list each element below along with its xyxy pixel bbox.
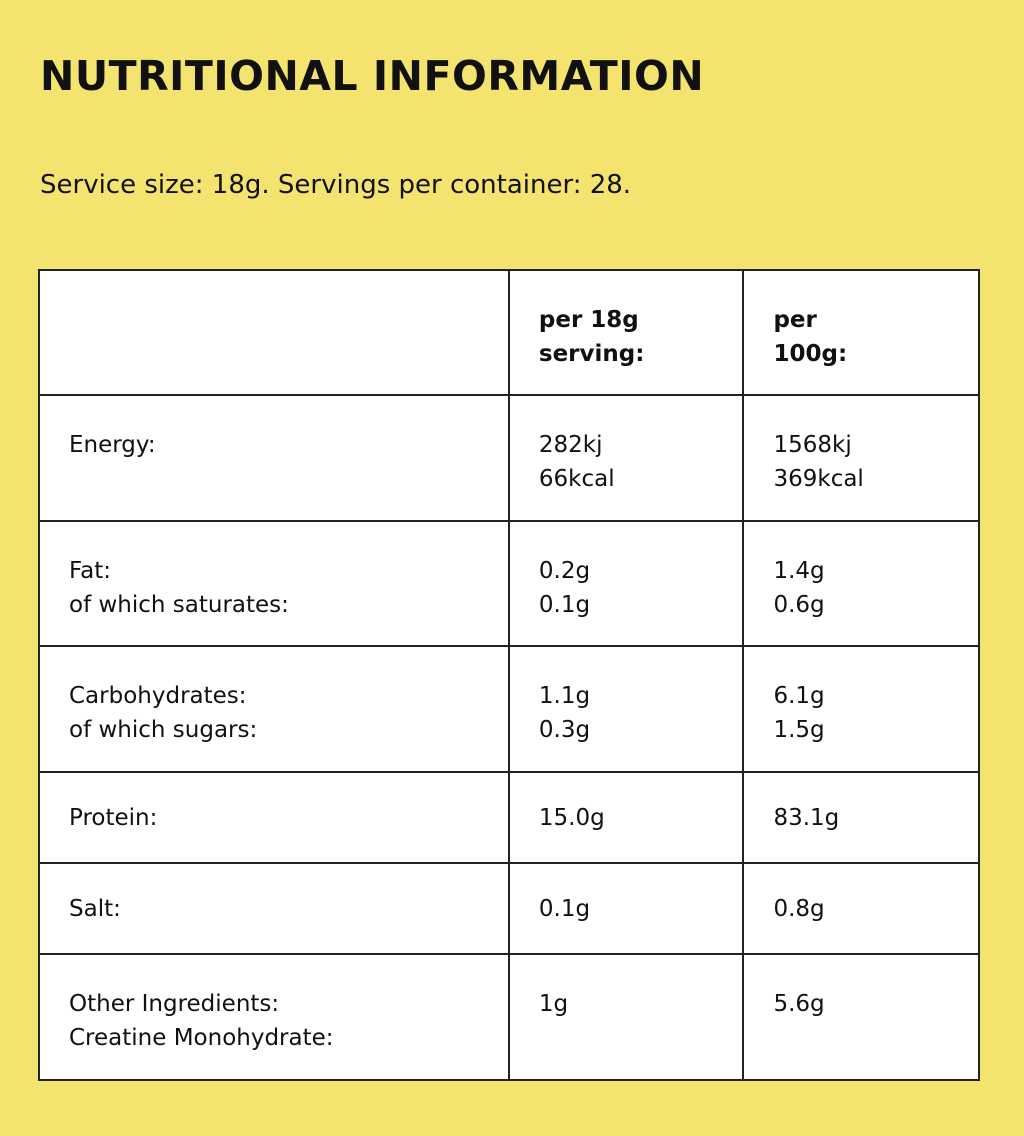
table-row: Energy: 282kj 66kcal 1568kj 369kcal: [38, 394, 980, 522]
value: 15.0g: [538, 804, 605, 831]
value-cell: 83.1g: [742, 771, 980, 864]
nutrition-table: per 18g serving: per 100g: Energy: 282kj 66k…: [38, 269, 980, 1081]
value-cell: 282kj 66kcal: [507, 394, 745, 522]
value: 1568kj: [773, 432, 852, 458]
nutrient-label: Other Ingredients:: [69, 991, 280, 1017]
value: 83.1g: [773, 804, 840, 831]
nutrient-label: Energy:: [69, 432, 156, 458]
title: NUTRITIONAL INFORMATION: [40, 52, 705, 100]
nutrient-label: Salt:: [69, 895, 121, 922]
nutrient-label: of which sugars:: [69, 717, 258, 743]
value: 0.3g: [538, 717, 591, 743]
value: 282kj: [538, 432, 603, 458]
value-cell: 1.4g 0.6g: [742, 520, 980, 647]
value: 1.5g: [773, 717, 825, 743]
value: 5.6g: [773, 991, 825, 1017]
header-row: per 18g serving: per 100g:: [38, 269, 980, 396]
value: 0.8g: [773, 895, 825, 922]
value: 1.4g: [773, 558, 825, 584]
label-cell: Energy:: [38, 394, 510, 522]
value-cell: 0.8g: [742, 862, 980, 955]
value-cell: 5.6g: [742, 953, 980, 1081]
value-cell: 6.1g 1.5g: [742, 645, 980, 773]
value: 6.1g: [773, 683, 825, 709]
value-cell: 15.0g: [507, 771, 745, 864]
subtitle: Service size: 18g. Servings per containe…: [40, 170, 632, 200]
nutrient-label: Fat:: [69, 558, 111, 584]
nutrient-label: Creatine Monohydrate:: [69, 1025, 334, 1051]
header-cell: per 100g:: [742, 269, 980, 396]
value: 0.1g: [538, 592, 591, 618]
value-cell: 1568kj 369kcal: [742, 394, 980, 522]
value: 1g: [538, 991, 569, 1017]
header-cell: [38, 269, 510, 396]
value-cell: 0.2g 0.1g: [507, 520, 745, 647]
value: 1.1g: [538, 683, 591, 709]
nutrient-label: Protein:: [69, 804, 158, 831]
label-cell: Protein:: [38, 771, 510, 864]
column-heading: per 100g:: [773, 307, 848, 367]
label-cell: Salt:: [38, 862, 510, 955]
value: 0.2g: [538, 558, 591, 584]
value-cell: 1g: [507, 953, 745, 1081]
table-row: Other Ingredients: Creatine Monohydrate: 1…: [38, 953, 980, 1081]
header-cell: per 18g serving:: [507, 269, 745, 396]
table-row: Protein: 15.0g 83.1g: [38, 771, 980, 864]
table-row: Salt: 0.1g 0.8g: [38, 862, 980, 955]
value-cell: 0.1g: [507, 862, 745, 955]
value: 66kcal: [538, 466, 615, 492]
label-cell: Carbohydrates: of which sugars:: [38, 645, 510, 773]
label-cell: Fat: of which saturates:: [38, 520, 510, 647]
table-row: Fat: of which saturates: 0.2g 0.1g 1.4g 0.6g: [38, 520, 980, 647]
value: 0.1g: [538, 895, 591, 922]
nutrient-label: of which saturates:: [69, 592, 289, 618]
value: 369kcal: [773, 466, 864, 492]
column-heading: per 18g serving:: [538, 307, 645, 367]
value-cell: 1.1g 0.3g: [507, 645, 745, 773]
table-row: Carbohydrates: of which sugars: 1.1g 0.3g 6.…: [38, 645, 980, 773]
label-cell: Other Ingredients: Creatine Monohydrate:: [38, 953, 510, 1081]
nutrient-label: Carbohydrates:: [69, 683, 247, 709]
value: 0.6g: [773, 592, 825, 618]
